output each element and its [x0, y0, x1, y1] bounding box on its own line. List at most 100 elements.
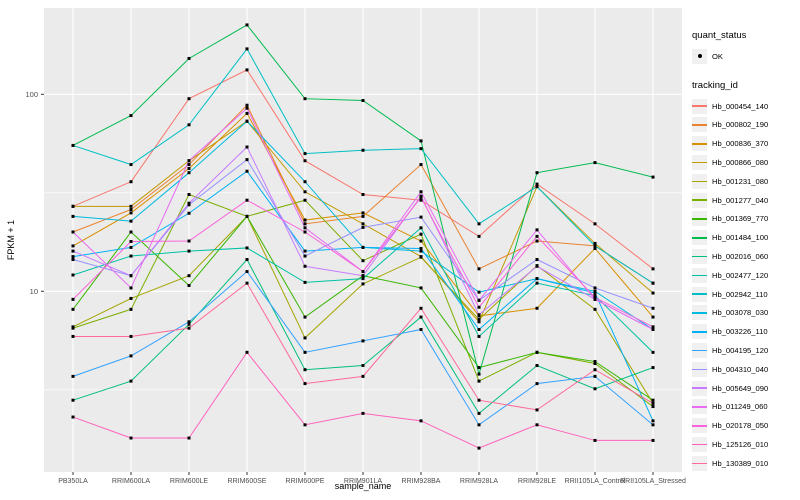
- data-point: [535, 423, 539, 427]
- legend-item-Hb_001277_040: Hb_001277_040: [692, 191, 798, 210]
- data-point: [361, 277, 365, 281]
- data-point: [71, 273, 75, 277]
- data-point: [419, 147, 423, 151]
- data-point: [245, 103, 249, 107]
- data-point: [535, 239, 539, 243]
- data-point: [187, 211, 191, 215]
- data-point: [129, 114, 133, 118]
- data-point: [477, 334, 481, 338]
- data-point: [187, 320, 191, 324]
- data-point: [129, 219, 133, 223]
- line-swatch-icon: [692, 173, 707, 189]
- x-tick-label: RRIM928LE: [518, 478, 556, 485]
- legend-item-Hb_000454_140: Hb_000454_140: [692, 97, 798, 116]
- data-point: [651, 398, 655, 402]
- data-point: [419, 315, 423, 319]
- data-point: [129, 239, 133, 243]
- data-point: [303, 230, 307, 234]
- data-point: [303, 336, 307, 340]
- data-point: [361, 339, 365, 343]
- data-point: [303, 97, 307, 101]
- data-point: [361, 148, 365, 152]
- x-axis-title: sample_name: [335, 481, 392, 491]
- line-swatch-icon: [692, 418, 707, 434]
- data-point: [129, 180, 133, 184]
- data-point: [245, 198, 249, 202]
- x-tick-label: PB350LA: [58, 478, 88, 485]
- legend-item-label: Hb_001369_770: [712, 214, 769, 224]
- x-tick-label: RRIM928LA: [460, 478, 498, 485]
- x-tick-label: RRIM901LA: [344, 478, 382, 485]
- data-point: [187, 284, 191, 288]
- data-point: [245, 350, 249, 354]
- data-point: [651, 327, 655, 331]
- line-swatch-icon: [692, 267, 707, 283]
- data-point: [477, 313, 481, 317]
- legend-item-Hb_125126_010: Hb_125126_010: [692, 435, 798, 454]
- data-point: [593, 307, 597, 311]
- data-point: [419, 139, 423, 143]
- data-point: [303, 226, 307, 230]
- data-point: [361, 364, 365, 368]
- data-point: [71, 143, 75, 147]
- data-point: [593, 246, 597, 250]
- data-point: [535, 408, 539, 412]
- data-point: [71, 415, 75, 419]
- data-point: [129, 286, 133, 290]
- data-point: [535, 171, 539, 175]
- ok-point-icon: [692, 48, 707, 64]
- data-point: [129, 307, 133, 311]
- legend-item-ok: OK: [692, 47, 798, 66]
- data-point: [593, 296, 597, 300]
- y-tick-label: 100: [25, 90, 38, 99]
- data-point: [477, 320, 481, 324]
- data-point: [129, 245, 133, 249]
- data-point: [71, 326, 75, 330]
- legend-item-Hb_001484_100: Hb_001484_100: [692, 228, 798, 247]
- data-point: [71, 230, 75, 234]
- data-point: [593, 360, 597, 364]
- line-swatch-icon: [692, 249, 707, 265]
- data-point: [477, 305, 481, 309]
- data-point: [129, 334, 133, 338]
- data-point: [477, 423, 481, 427]
- data-point: [245, 214, 249, 218]
- x-tick-label: RRII105LA_Stressed: [620, 478, 686, 485]
- line-swatch-icon: [692, 380, 707, 396]
- legend-item-Hb_003078_030: Hb_003078_030: [692, 304, 798, 323]
- data-point: [303, 180, 307, 184]
- data-point: [361, 270, 365, 274]
- data-point: [419, 232, 423, 236]
- data-point: [187, 123, 191, 127]
- data-point: [593, 362, 597, 366]
- data-point: [245, 111, 249, 115]
- data-point: [303, 368, 307, 372]
- data-point: [535, 350, 539, 354]
- data-point: [129, 163, 133, 167]
- data-point: [245, 158, 249, 162]
- data-point: [477, 298, 481, 302]
- data-point: [593, 244, 597, 248]
- x-tick-label: RRIM928BA: [402, 478, 441, 485]
- data-point: [535, 281, 539, 285]
- data-point: [129, 230, 133, 234]
- x-tick-label: RRIM600PE: [286, 478, 325, 485]
- data-point: [129, 296, 133, 300]
- legend-item-label: Hb_001277_040: [712, 195, 769, 205]
- tracking-id-legend-items: Hb_000454_140 Hb_000802_190 Hb_000836_370 H…: [692, 97, 798, 473]
- legend-item-label: Hb_002942_110: [712, 289, 768, 299]
- data-point: [187, 203, 191, 207]
- line-swatch-icon: [692, 361, 707, 377]
- legend: quant_status OK tracking_id Hb_000454_14…: [692, 28, 798, 473]
- data-point: [419, 327, 423, 331]
- data-point: [245, 281, 249, 285]
- data-point: [71, 244, 75, 248]
- data-point: [129, 354, 133, 358]
- data-point: [593, 374, 597, 378]
- legend-item-label: Hb_130389_010: [712, 458, 769, 468]
- data-point: [593, 368, 597, 372]
- data-point: [303, 218, 307, 222]
- legend-item-Hb_000836_370: Hb_000836_370: [692, 134, 798, 153]
- data-point: [303, 198, 307, 202]
- data-point: [477, 372, 481, 376]
